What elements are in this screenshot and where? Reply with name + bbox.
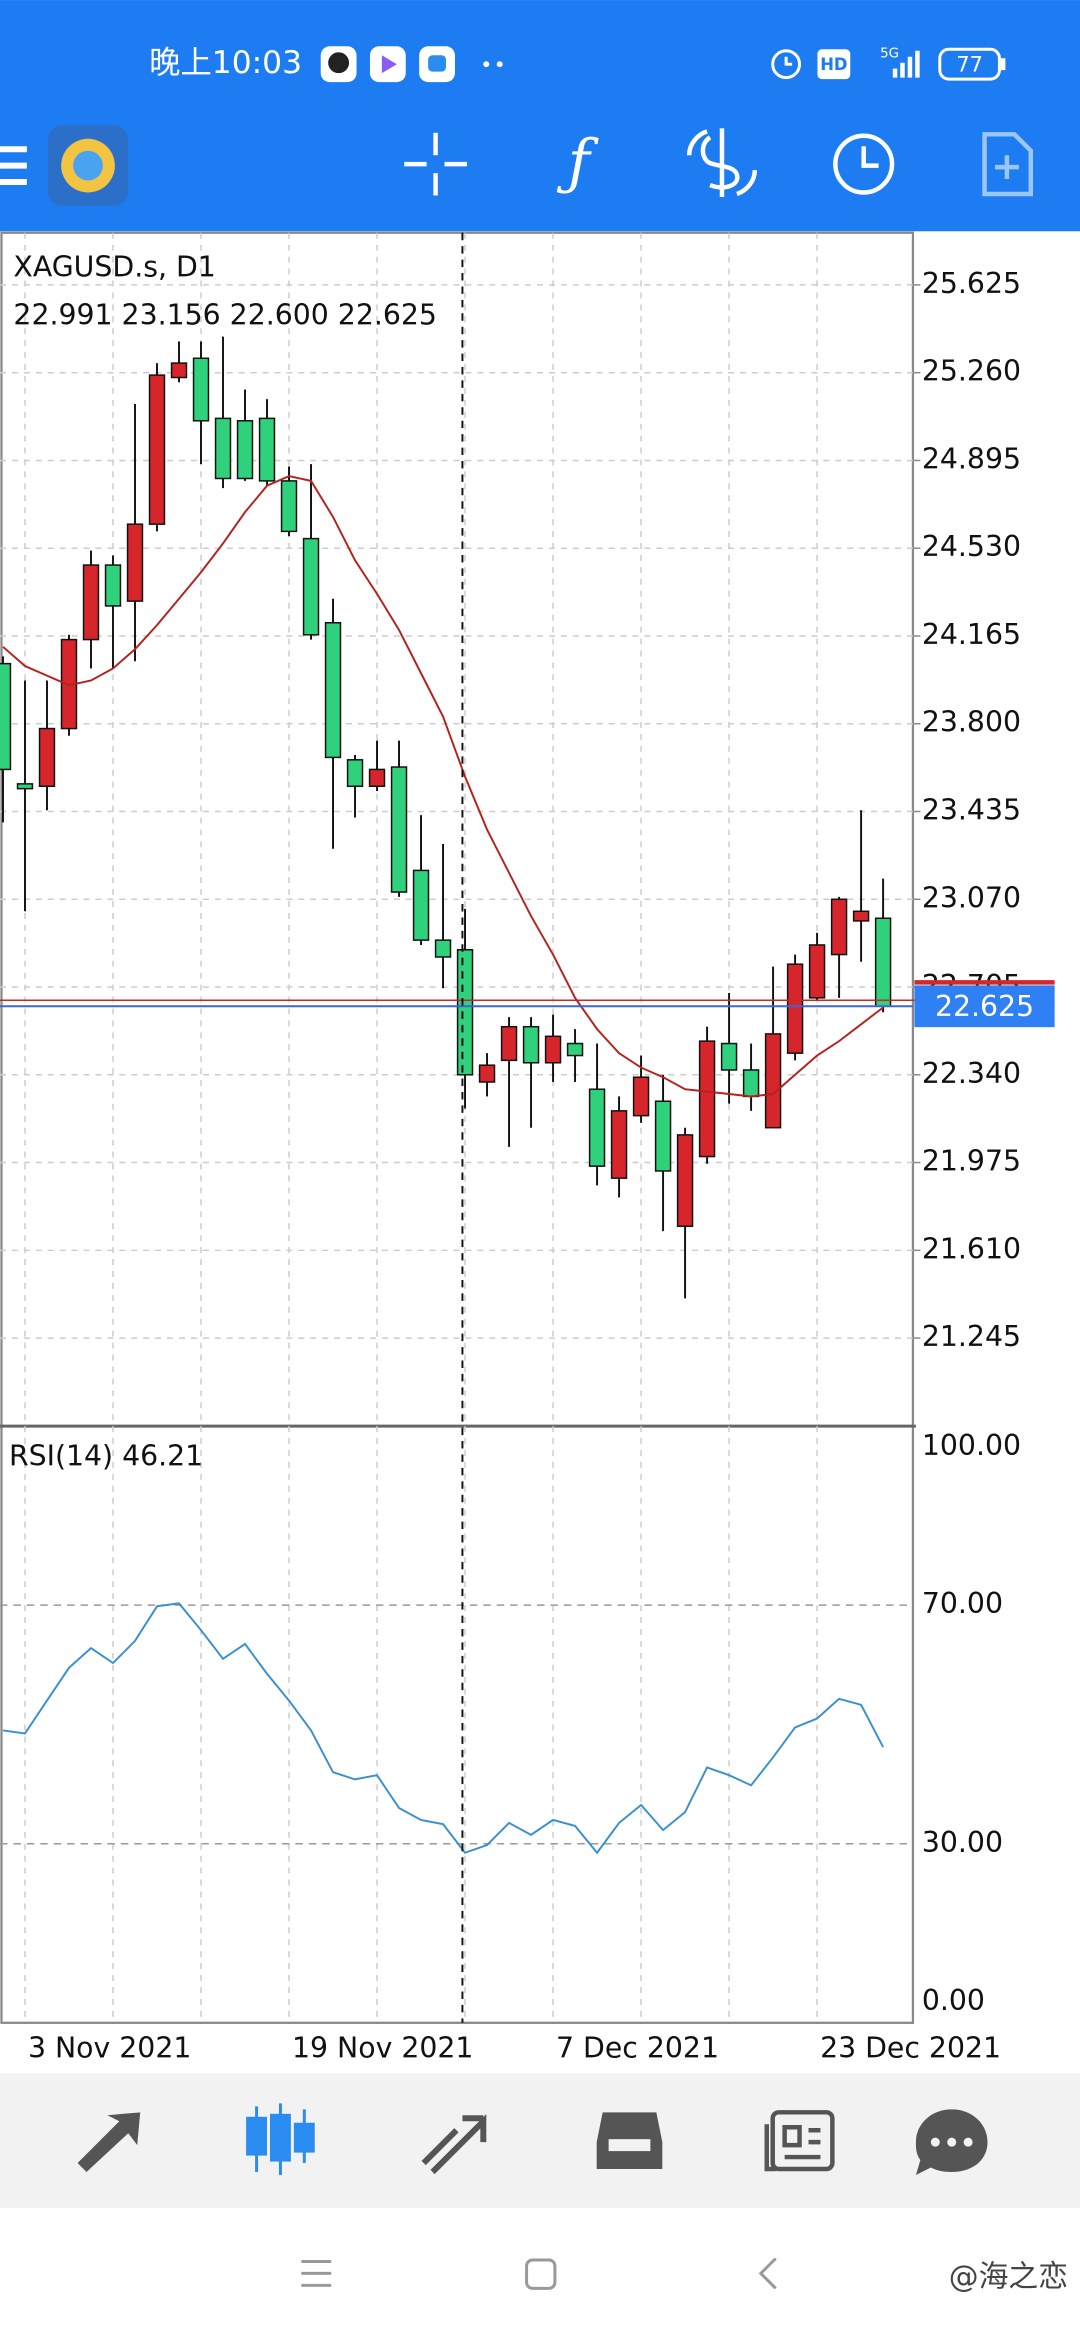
battery-level: 77: [956, 53, 983, 77]
candle-body: [676, 1134, 694, 1228]
candle-body: [236, 420, 254, 480]
rsi-title: RSI(14) 46.21: [9, 1439, 203, 1472]
candle-body: [324, 622, 342, 759]
nav-quotes[interactable]: [77, 2112, 141, 2172]
candle-body: [390, 766, 408, 893]
candle-body: [0, 662, 12, 771]
candle-body: [456, 949, 474, 1076]
candle-body: [82, 564, 100, 641]
candle-body: [500, 1025, 518, 1062]
candle-body: [808, 944, 826, 999]
x-tick-label: 3 Nov 2021: [28, 2032, 191, 2065]
chart-frame: [0, 231, 915, 2024]
candle-body: [852, 910, 870, 922]
candle-body: [874, 917, 892, 1008]
y-tick-label: 21.610: [922, 1232, 1021, 1265]
candle-body: [566, 1042, 584, 1057]
y-tick-label: 23.435: [922, 794, 1021, 827]
new-order-button[interactable]: [982, 132, 1034, 197]
current-price-label: 22.625: [935, 990, 1034, 1023]
candle-body: [280, 480, 298, 533]
candle-body: [192, 357, 210, 422]
nav-news[interactable]: [764, 2110, 835, 2172]
x-tick-label: 7 Dec 2021: [556, 2032, 719, 2065]
candle-body: [16, 783, 34, 790]
ohlc-header: 22.991 23.156 22.600 22.625: [13, 298, 437, 331]
y-tick-label: 24.165: [922, 618, 1021, 651]
candle-body: [214, 417, 232, 480]
rsi-tick-label: 30.00: [922, 1826, 1003, 1859]
x-tick-label: 23 Dec 2021: [820, 2032, 1001, 2065]
y-tick-label: 24.895: [922, 442, 1021, 475]
y-tick-label: 23.800: [922, 706, 1021, 739]
symbol-label: XAGUSD.s, D1: [13, 251, 215, 284]
status-app-icons: [320, 46, 503, 83]
candle-body: [698, 1040, 716, 1158]
candle-body: [412, 869, 430, 941]
status-indicators: HD: [771, 47, 1006, 81]
y-tick-label: 23.070: [922, 881, 1021, 914]
candle-body: [302, 537, 320, 636]
candle-body: [522, 1025, 540, 1064]
nav-history[interactable]: [596, 2112, 663, 2169]
watermark: @海之恋: [949, 2259, 1068, 2294]
candle-body: [170, 362, 188, 379]
y-tick-label: 25.625: [922, 267, 1021, 300]
system-nav: [301, 2257, 777, 2290]
nav-chart[interactable]: [246, 2103, 315, 2175]
app-bar: [0, 0, 1080, 232]
candle-body: [720, 1042, 738, 1071]
candle-body: [148, 374, 166, 525]
y-tick-label: 21.245: [922, 1320, 1021, 1353]
candle-body: [786, 963, 804, 1054]
nav-trade[interactable]: [421, 2114, 487, 2175]
timeframe-button[interactable]: [833, 133, 895, 195]
rsi-tick-label: 100.00: [922, 1429, 1021, 1462]
candle-body: [104, 564, 122, 607]
candle-body: [632, 1076, 650, 1117]
y-tick-label: 22.340: [922, 1057, 1021, 1090]
candle-body: [126, 523, 144, 602]
candle-body: [346, 759, 364, 788]
candle-body: [434, 939, 452, 958]
app-logo[interactable]: [47, 125, 129, 206]
x-tick-label: 19 Nov 2021: [292, 2032, 473, 2065]
candle-body: [654, 1100, 672, 1172]
status-time: 晚上10:03: [149, 45, 302, 81]
nav-messages[interactable]: [915, 2109, 988, 2175]
candle-body: [610, 1110, 628, 1179]
rsi-line: [2, 1602, 884, 1855]
crosshair-button[interactable]: [404, 132, 467, 196]
candle-body: [742, 1069, 760, 1098]
candle-body: [368, 768, 386, 788]
candle-body: [38, 727, 56, 788]
candle-body: [478, 1064, 496, 1083]
y-tick-label: 24.530: [922, 530, 1021, 563]
rsi-tick-label: 0.00: [922, 1984, 985, 2017]
y-tick-label: 25.260: [922, 355, 1021, 388]
candle-body: [258, 417, 276, 482]
moving-average: [2, 475, 884, 1098]
svg-text:HD: HD: [820, 55, 847, 74]
current-price-box: [914, 985, 1055, 1028]
candle-body: [544, 1035, 562, 1064]
y-tick-label: 21.975: [922, 1145, 1021, 1178]
candle-body: [588, 1088, 606, 1167]
network-label: 5G: [880, 47, 899, 62]
rsi-tick-label: 70.00: [922, 1587, 1003, 1620]
bottom-nav: [0, 2073, 1080, 2208]
candle-body: [830, 898, 848, 956]
symbols-button[interactable]: [686, 128, 758, 197]
menu-button[interactable]: [0, 146, 27, 186]
candle-body: [764, 1033, 782, 1129]
